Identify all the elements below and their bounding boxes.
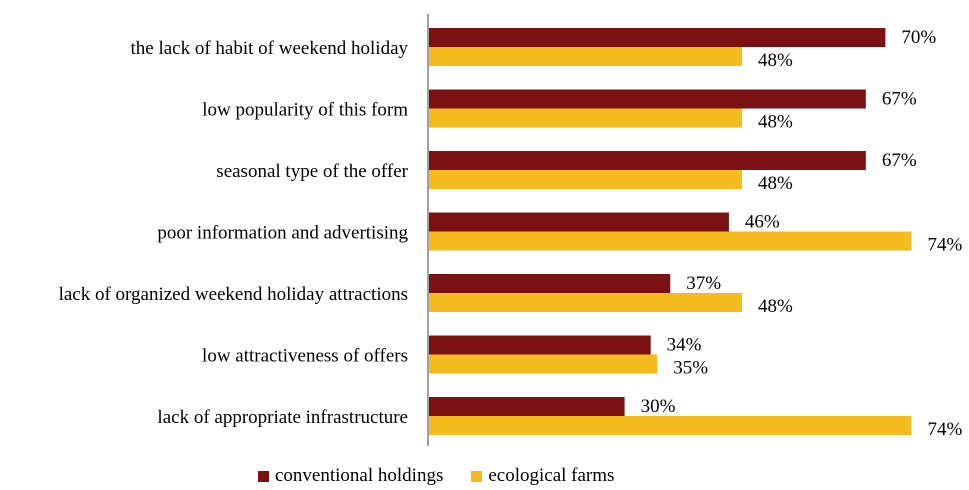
data-label: 34%: [667, 335, 702, 356]
bar-ecological: [429, 416, 912, 435]
bar-conventional: [429, 335, 651, 355]
data-label: 74%: [927, 419, 962, 440]
bar-conventional: [429, 212, 729, 232]
legend-label-ecological: ecological farms: [488, 465, 615, 486]
category-label: poor information and advertising: [157, 223, 408, 244]
legend-swatch-conventional: [258, 470, 269, 482]
data-label: 67%: [882, 89, 917, 110]
bar-conventional: [429, 151, 866, 170]
data-label: 70%: [901, 27, 936, 48]
category-label: low attractiveness of offers: [202, 346, 408, 367]
bar-ecological: [429, 170, 742, 189]
bar-ecological: [429, 108, 742, 128]
legend-item-ecological: ecological farms: [471, 465, 614, 487]
bar-conventional: [429, 397, 625, 416]
legend-swatch-ecological: [471, 470, 483, 482]
category-label: lack of appropriate infrastructure: [157, 407, 408, 428]
data-label: 48%: [758, 112, 793, 133]
data-label: 74%: [927, 235, 962, 256]
bars: [429, 28, 912, 435]
category-label: lack of organized weekend holiday attrac…: [59, 284, 408, 305]
data-label: 48%: [758, 296, 793, 317]
data-label: 35%: [673, 358, 708, 379]
value-labels: 70% 48% 67% 48% 67% 48% 46% 74% 37% 48% 34%35% 30% 7…: [641, 27, 963, 440]
data-label: 67%: [882, 150, 917, 171]
data-label: 37%: [686, 273, 721, 294]
legend-item-conventional: conventional holdings: [258, 465, 443, 487]
category-label: low popularity of this form: [202, 100, 408, 121]
bar-conventional: [429, 89, 866, 109]
legend: conventional holdings ecological farms: [258, 465, 642, 487]
data-label: 46%: [745, 212, 780, 233]
legend-label-conventional: conventional holdings: [275, 465, 444, 486]
bar-conventional: [429, 274, 671, 293]
bar-ecological: [429, 293, 742, 312]
category-labels: the lack of habit of weekend holiday low …: [59, 38, 409, 428]
data-label: 48%: [758, 173, 793, 194]
bar-ecological: [429, 354, 658, 374]
bar-ecological: [429, 47, 742, 66]
category-label: the lack of habit of weekend holiday: [130, 38, 408, 59]
data-label: 30%: [641, 396, 676, 417]
bar-ecological: [429, 231, 912, 251]
category-label: seasonal type of the offer: [216, 161, 408, 182]
data-label: 48%: [758, 50, 793, 71]
bar-conventional: [429, 28, 886, 47]
